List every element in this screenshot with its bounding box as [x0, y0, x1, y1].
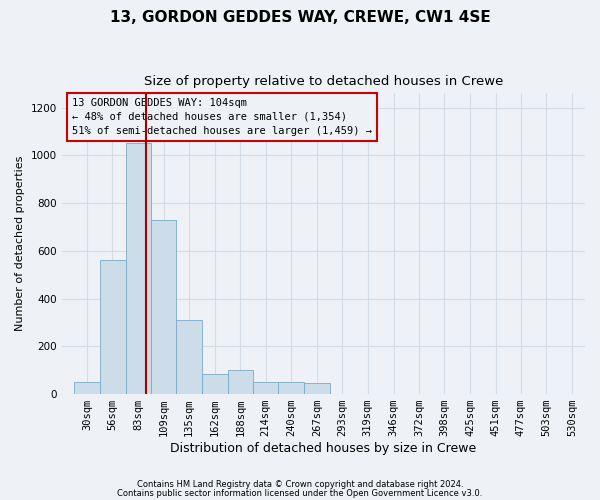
Bar [126, 144, 151, 394]
Bar [151, 220, 176, 394]
Title: Size of property relative to detached houses in Crewe: Size of property relative to detached ho… [143, 75, 503, 88]
Text: Contains public sector information licensed under the Open Government Licence v3: Contains public sector information licen… [118, 488, 482, 498]
Y-axis label: Number of detached properties: Number of detached properties [15, 156, 25, 332]
Bar [304, 384, 329, 394]
Bar [278, 382, 304, 394]
Bar [202, 374, 227, 394]
Text: Contains HM Land Registry data © Crown copyright and database right 2024.: Contains HM Land Registry data © Crown c… [137, 480, 463, 489]
Text: 13, GORDON GEDDES WAY, CREWE, CW1 4SE: 13, GORDON GEDDES WAY, CREWE, CW1 4SE [110, 10, 490, 25]
X-axis label: Distribution of detached houses by size in Crewe: Distribution of detached houses by size … [170, 442, 476, 455]
Bar [74, 382, 100, 394]
Bar [253, 382, 278, 394]
Bar [100, 260, 126, 394]
Text: 13 GORDON GEDDES WAY: 104sqm
← 48% of detached houses are smaller (1,354)
51% of: 13 GORDON GEDDES WAY: 104sqm ← 48% of de… [72, 98, 372, 136]
Bar [176, 320, 202, 394]
Bar [227, 370, 253, 394]
